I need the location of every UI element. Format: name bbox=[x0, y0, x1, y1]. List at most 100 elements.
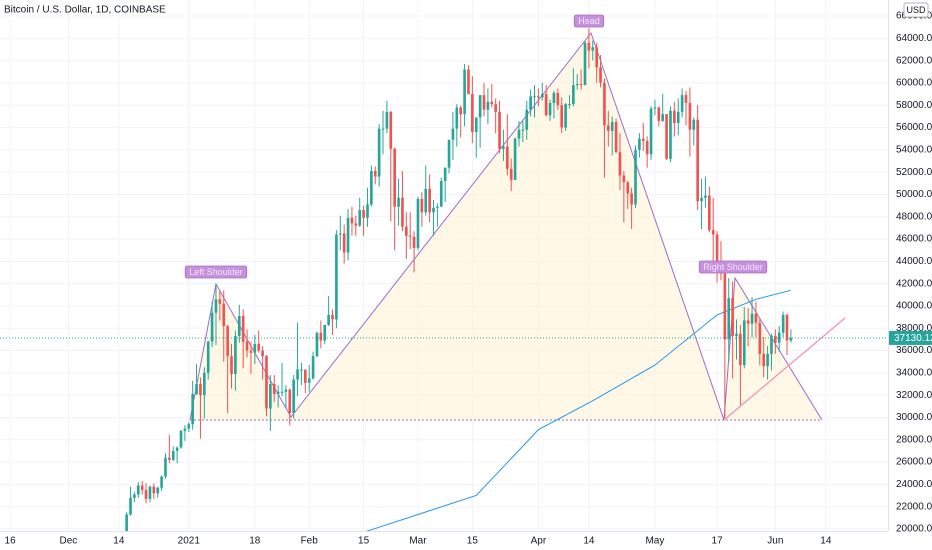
candle-body bbox=[214, 299, 218, 313]
candle-body bbox=[237, 315, 241, 337]
annotation-label: Left Shoulder bbox=[189, 267, 243, 277]
x-tick-label: 2021 bbox=[178, 536, 201, 547]
candle-body bbox=[641, 138, 645, 141]
candle-body bbox=[684, 95, 688, 103]
candle-body bbox=[404, 226, 408, 236]
annotation-box bbox=[573, 14, 605, 28]
candle-body bbox=[680, 95, 684, 112]
y-tick-label: 64000.00 bbox=[896, 33, 932, 44]
y-tick-label: 56000.00 bbox=[896, 122, 932, 133]
candle-body bbox=[610, 121, 614, 131]
candle-body bbox=[750, 313, 754, 324]
candle-body bbox=[502, 146, 505, 149]
candle-body bbox=[707, 195, 711, 231]
x-tick-label: 15 bbox=[358, 536, 370, 547]
candle-body bbox=[474, 117, 478, 132]
candle-body bbox=[552, 92, 556, 103]
candle-body bbox=[160, 476, 163, 488]
candle-body bbox=[195, 384, 198, 395]
candle-body bbox=[754, 313, 758, 323]
candle-body bbox=[354, 223, 358, 226]
candle-body bbox=[156, 487, 160, 494]
candle-body bbox=[529, 96, 532, 110]
candle-body bbox=[715, 234, 719, 267]
candle-body bbox=[774, 336, 777, 343]
candle-body bbox=[556, 92, 560, 106]
candle-body bbox=[443, 167, 447, 182]
y-tick-label: 52000.00 bbox=[896, 167, 932, 178]
candle-body bbox=[505, 146, 509, 169]
x-tick-label: 14 bbox=[820, 536, 832, 547]
candle-body bbox=[206, 341, 210, 373]
candle-body bbox=[245, 341, 249, 351]
candle-body bbox=[401, 197, 404, 227]
candle-body bbox=[533, 96, 536, 98]
candle-body bbox=[498, 111, 501, 149]
ma-line bbox=[365, 289, 792, 531]
y-tick-label: 62000.00 bbox=[896, 55, 932, 66]
candle-body bbox=[548, 102, 552, 116]
support-line bbox=[723, 317, 846, 421]
candle-body bbox=[467, 69, 470, 95]
currency-label: USD bbox=[906, 5, 926, 15]
candle-body bbox=[595, 47, 598, 68]
candle-body bbox=[638, 138, 641, 150]
candle-body bbox=[517, 129, 521, 139]
candle-body bbox=[439, 181, 443, 207]
candle-body bbox=[342, 233, 346, 253]
candle-body bbox=[463, 69, 466, 115]
candle-body bbox=[494, 104, 497, 112]
candle-body bbox=[408, 235, 412, 237]
x-tick-label: 16 bbox=[5, 536, 17, 547]
y-tick-label: 30000.00 bbox=[896, 412, 932, 423]
candle-body bbox=[280, 391, 284, 393]
candle-body bbox=[700, 197, 703, 202]
candle-body bbox=[175, 447, 179, 451]
candle-body bbox=[373, 171, 377, 177]
candle-body bbox=[191, 394, 194, 425]
candle-body bbox=[358, 210, 362, 226]
candle-body bbox=[746, 320, 750, 324]
candle-body bbox=[568, 104, 571, 106]
candles bbox=[125, 28, 793, 531]
pattern-fill bbox=[190, 33, 822, 420]
candle-body bbox=[335, 234, 338, 320]
chart-title: Bitcoin / U.S. Dollar, 1D, COINBASE bbox=[4, 5, 166, 16]
y-tick-label: 58000.00 bbox=[896, 100, 932, 111]
x-tick-label: Apr bbox=[531, 536, 547, 547]
candle-body bbox=[606, 125, 610, 131]
candle-body bbox=[257, 343, 261, 351]
candle-body bbox=[203, 372, 206, 396]
candle-body bbox=[144, 489, 148, 499]
y-tick-label: 32000.00 bbox=[896, 390, 932, 401]
candle-body bbox=[478, 95, 482, 118]
candle-body bbox=[148, 486, 152, 499]
candle-body bbox=[575, 84, 579, 86]
candle-body bbox=[292, 379, 295, 414]
candle-body bbox=[579, 84, 583, 86]
candle-body bbox=[591, 47, 595, 51]
currency-box[interactable] bbox=[903, 2, 929, 18]
annotation-box bbox=[698, 260, 768, 274]
candle-body bbox=[393, 148, 396, 207]
last-price-label: 37130.12 bbox=[894, 333, 932, 344]
candle-body bbox=[634, 149, 637, 205]
candle-body bbox=[272, 384, 276, 395]
y-tick-label: 24000.00 bbox=[896, 479, 932, 490]
candle-body bbox=[603, 82, 606, 126]
candle-body bbox=[385, 111, 389, 129]
candle-body bbox=[346, 217, 350, 253]
candle-body bbox=[669, 110, 672, 159]
candle-body bbox=[284, 389, 288, 392]
candle-body bbox=[125, 514, 128, 531]
candle-body bbox=[129, 497, 132, 515]
candle-body bbox=[323, 324, 327, 341]
candle-body bbox=[766, 353, 769, 367]
x-tick-label: Dec bbox=[59, 536, 77, 547]
candle-body bbox=[366, 204, 369, 218]
candle-body bbox=[742, 320, 746, 366]
candle-body bbox=[735, 333, 738, 337]
candle-body bbox=[249, 350, 253, 353]
